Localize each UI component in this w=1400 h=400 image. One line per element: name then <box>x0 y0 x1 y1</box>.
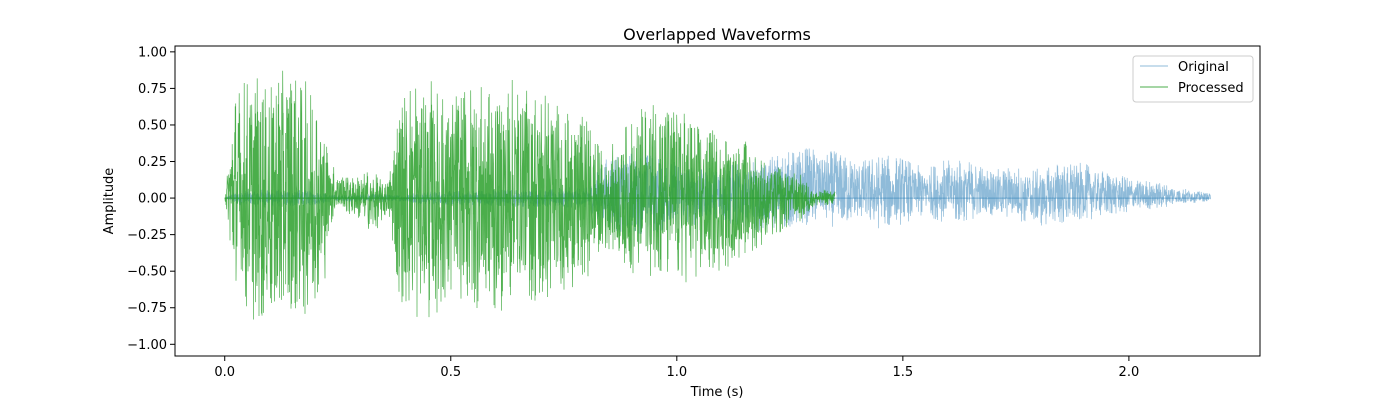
y-axis-label: Amplitude <box>102 168 117 235</box>
y-tick-label: −0.50 <box>127 265 167 280</box>
y-axis: −1.00 −0.75 −0.50 −0.25 0.00 0.25 0.50 0.75 1.00 <box>127 45 175 353</box>
y-tick-label: −1.00 <box>127 338 167 353</box>
series-layer <box>224 70 1211 320</box>
y-tick-label: −0.75 <box>127 301 167 316</box>
chart-title: Overlapped Waveforms <box>623 25 811 44</box>
y-tick-label: 0.50 <box>138 118 167 133</box>
plot-frame <box>174 45 1261 357</box>
x-axis-label: Time (s) <box>690 385 744 400</box>
y-tick-label: 1.00 <box>138 45 167 60</box>
x-tick-label: 0.5 <box>440 365 461 380</box>
x-axis: 0.0 0.5 1.0 1.5 2.0 <box>214 356 1139 380</box>
y-tick-label: 0.00 <box>138 192 167 207</box>
x-tick-label: 1.0 <box>666 365 687 380</box>
legend: Original Processed <box>1132 55 1254 103</box>
x-tick-label: 1.5 <box>893 365 914 380</box>
x-tick-label: 0.0 <box>214 365 235 380</box>
legend-label-processed: Processed <box>1178 81 1244 96</box>
legend-box <box>1132 55 1254 103</box>
y-tick-label: 0.75 <box>138 82 167 97</box>
y-tick-label: 0.25 <box>138 155 167 170</box>
x-tick-label: 2.0 <box>1119 365 1140 380</box>
y-tick-label: −0.25 <box>127 228 167 243</box>
legend-label-original: Original <box>1178 60 1229 75</box>
series-line-processed <box>224 70 836 320</box>
